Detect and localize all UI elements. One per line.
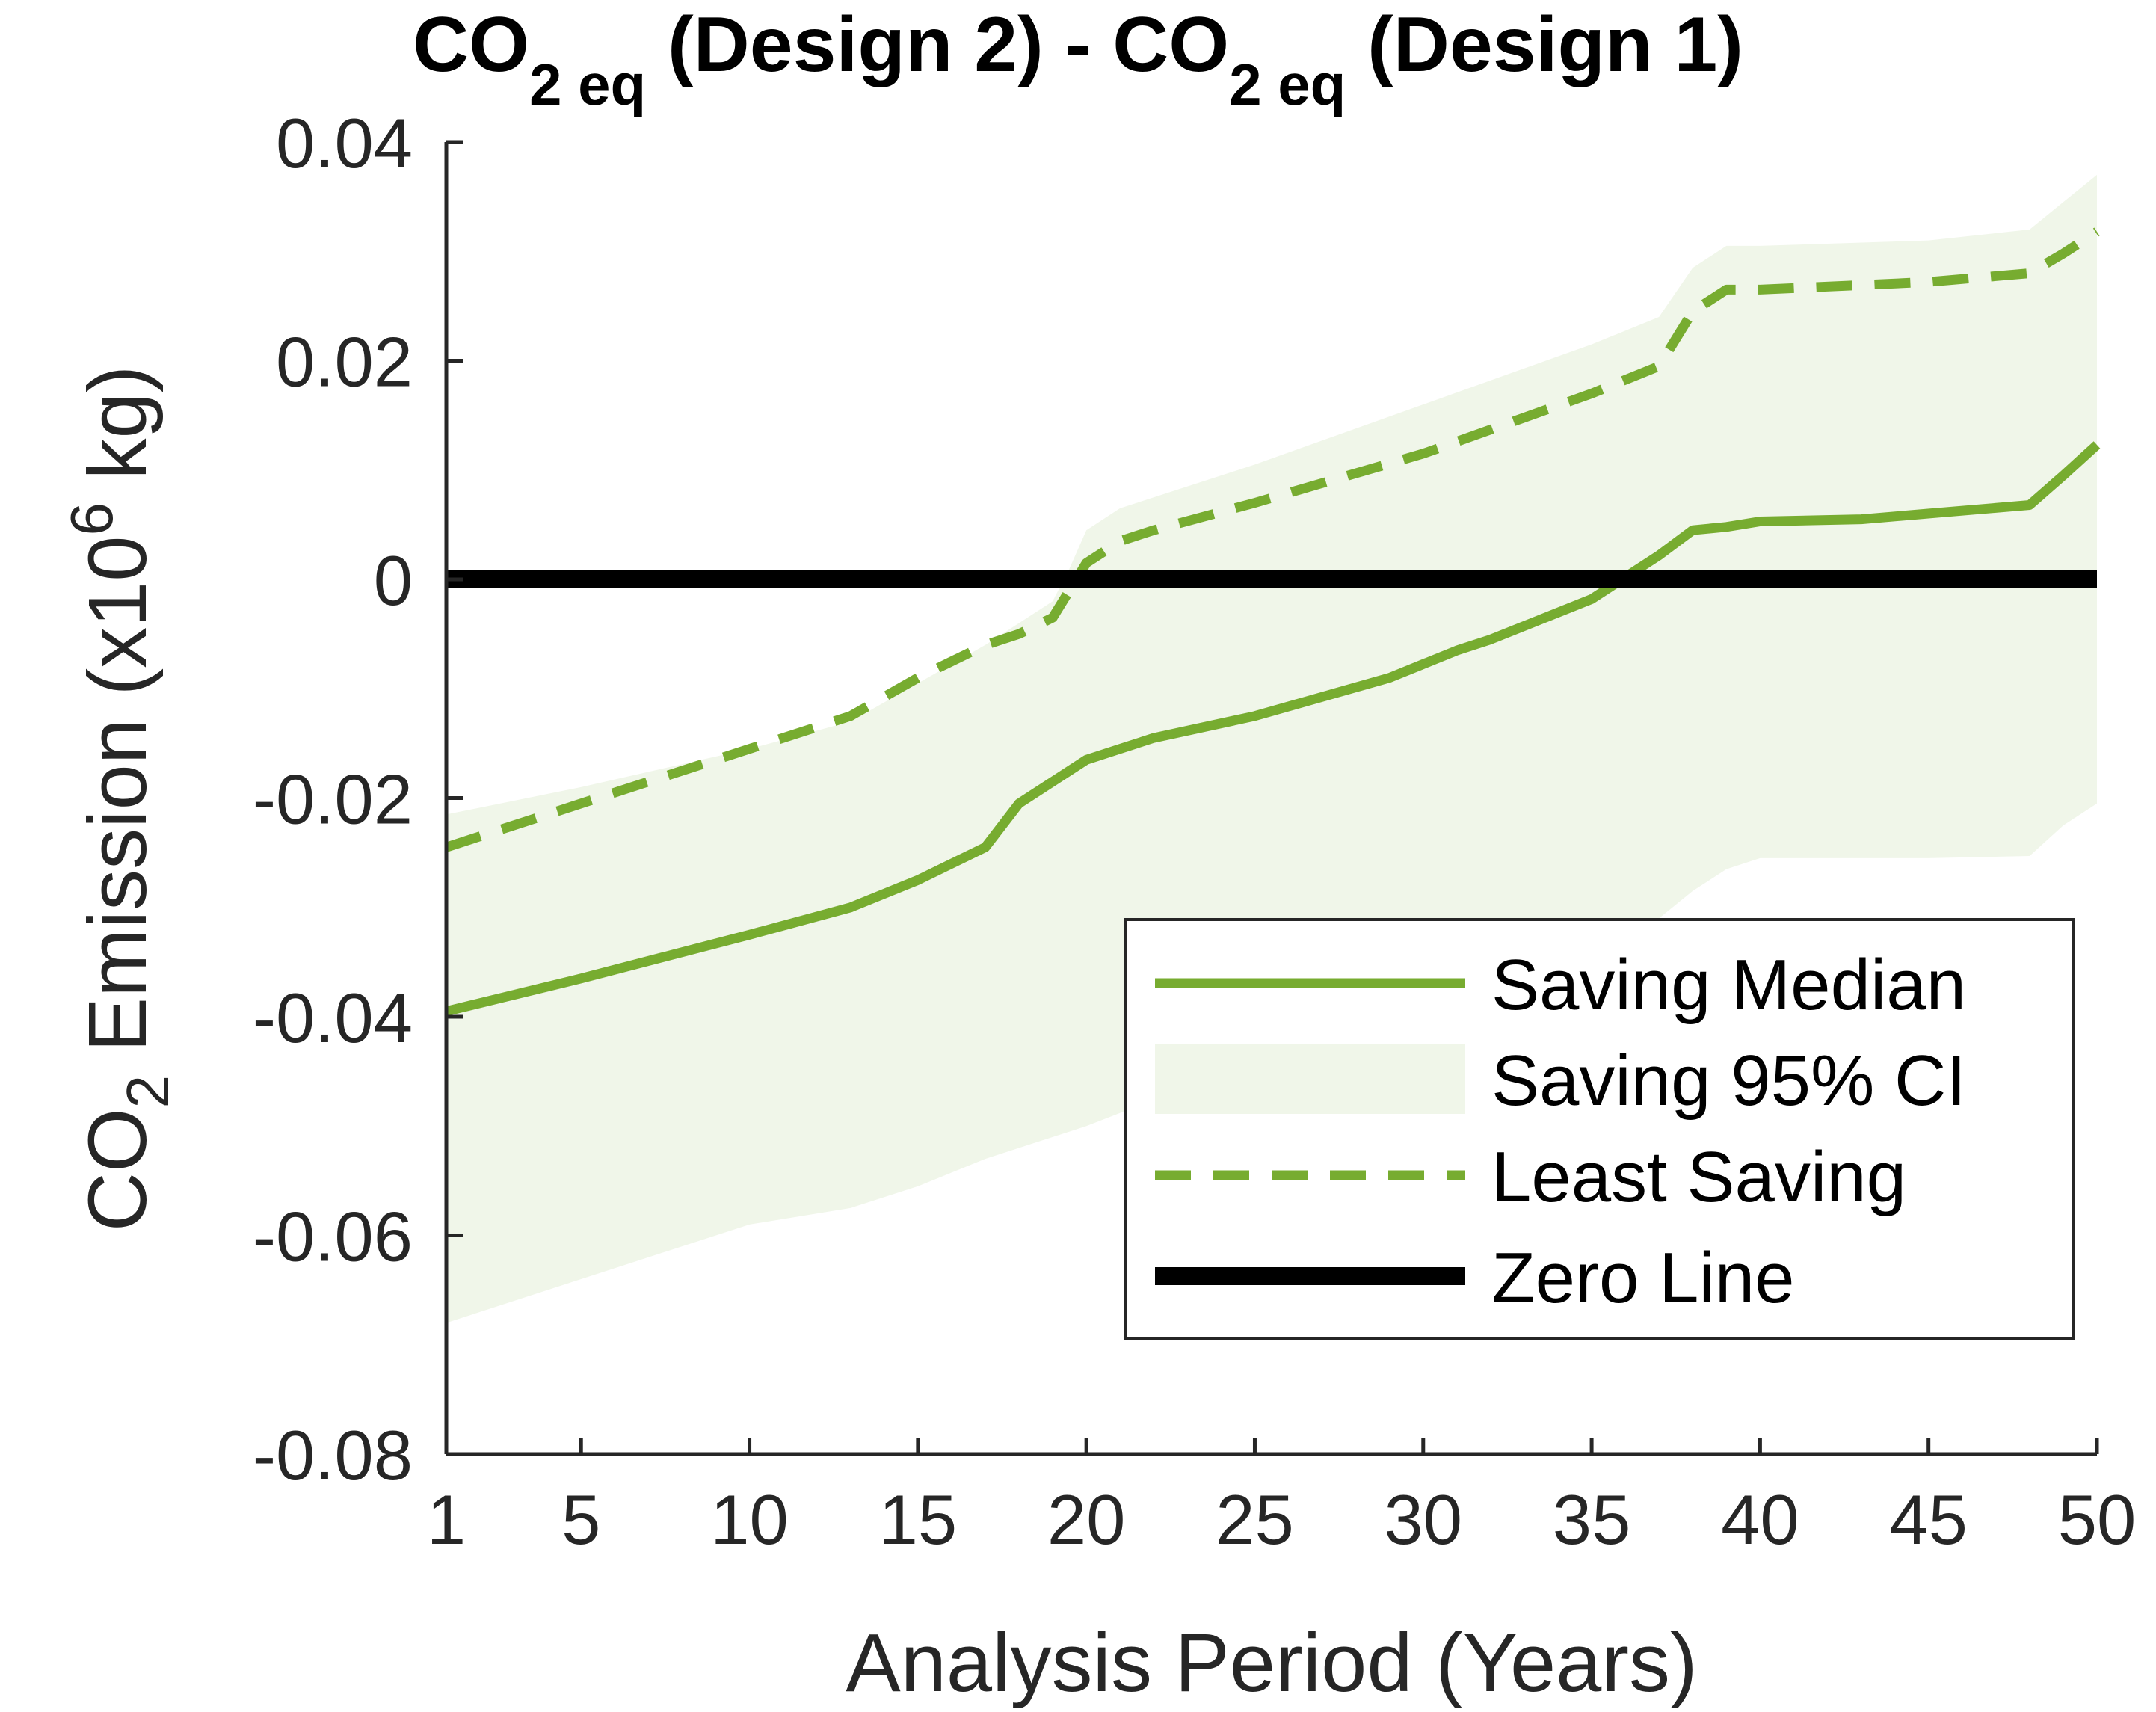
legend-label-median: Saving Median (1491, 945, 1966, 1025)
x-axis-label: Analysis Period (Years) (846, 1617, 1697, 1709)
x-tick-label: 20 (1047, 1480, 1126, 1559)
x-tick-label: 50 (2058, 1480, 2137, 1559)
y-tick-label: 0 (374, 541, 413, 620)
x-tick-label: 40 (1721, 1480, 1799, 1559)
x-tick-label: 5 (561, 1480, 600, 1559)
series-saving-median-line (445, 441, 2101, 1017)
title-sub-2: 2 eq (1229, 52, 1346, 117)
title-middle: (Design 2) - CO (646, 1, 1229, 88)
y-tick-label: -0.06 (253, 1198, 413, 1276)
chart-title: CO2 eq (Design 2) - CO2 eq (Design 1) (413, 1, 1743, 117)
y-label-sub: 2 (114, 1075, 181, 1109)
title-sub-1: 2 eq (529, 52, 646, 117)
legend-swatch-ci (1155, 1044, 1465, 1114)
series-ci-band (446, 174, 2097, 1323)
x-tick-label: 15 (879, 1480, 958, 1559)
ci-band-layer (446, 174, 2097, 1323)
x-tick-label: 30 (1384, 1480, 1462, 1559)
y-label-post: kg) (72, 366, 164, 502)
title-end: (Design 1) (1346, 1, 1743, 88)
y-tick-label: -0.08 (253, 1416, 413, 1494)
y-tick-label: 0.04 (276, 104, 413, 182)
x-tick-label: 25 (1216, 1480, 1294, 1559)
legend: Saving Median Saving 95% CI Least Saving… (1124, 918, 2075, 1340)
y-label-sup: 6 (58, 502, 125, 536)
y-label-mid: Emission (x10 (72, 536, 164, 1075)
y-axis-label: CO2 Emission (x106 kg) (58, 366, 181, 1232)
series-least-saving-line (444, 227, 2100, 852)
legend-label-ci: Saving 95% CI (1491, 1041, 1966, 1121)
y-label-co: CO (72, 1108, 164, 1231)
x-tick-label: 1 (427, 1480, 466, 1559)
legend-label-least: Least Saving (1491, 1137, 1906, 1217)
x-ticks: 1 5 10 15 20 25 30 35 40 45 50 (427, 1438, 2136, 1559)
y-tick-label: 0.02 (276, 323, 413, 401)
x-tick-label: 35 (1553, 1480, 1631, 1559)
series-layer (444, 227, 2101, 1017)
title-co-1: CO (413, 1, 529, 88)
x-tick-label: 45 (1889, 1480, 1968, 1559)
y-ticks: -0.08 -0.06 -0.04 -0.02 0 0.02 0.04 (253, 104, 463, 1494)
y-tick-label: -0.04 (253, 979, 413, 1057)
x-tick-label: 10 (710, 1480, 789, 1559)
legend-label-zero: Zero Line (1491, 1238, 1795, 1318)
y-tick-label: -0.02 (253, 760, 413, 839)
